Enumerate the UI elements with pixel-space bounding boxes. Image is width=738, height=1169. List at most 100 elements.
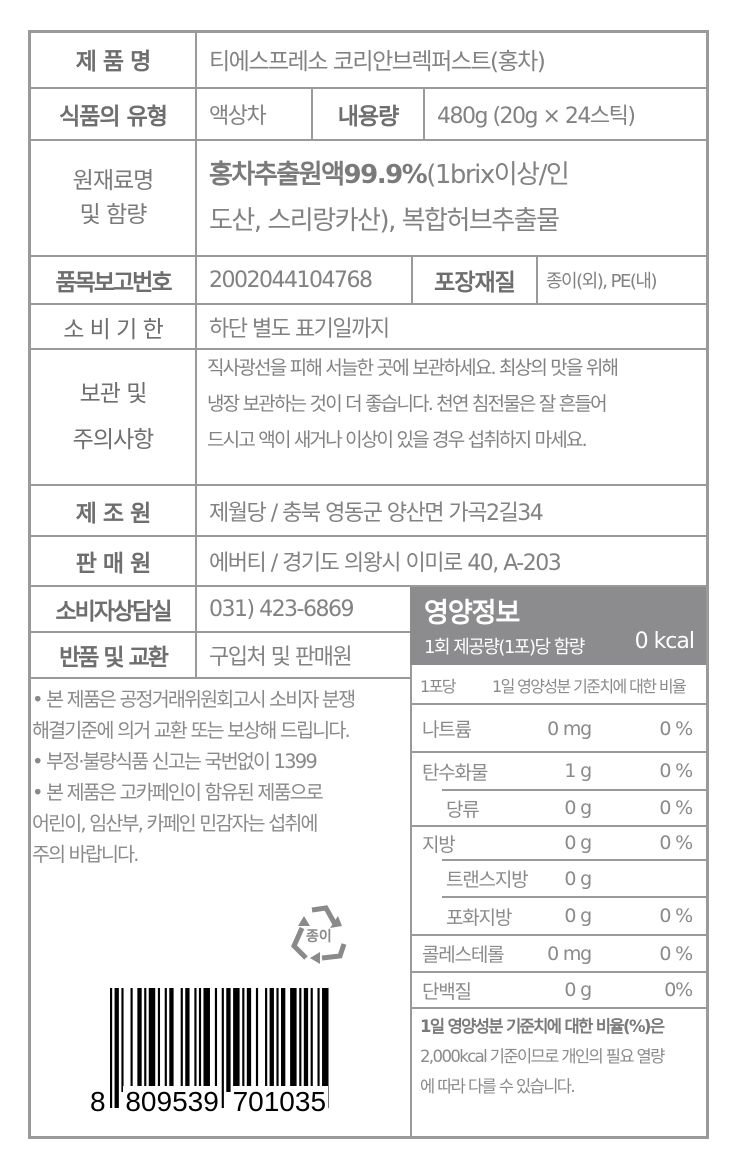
return-info: 구입처 및 판매원 — [209, 645, 353, 670]
barcode-bar — [114, 988, 119, 1108]
nutrient-dv: 0% — [664, 979, 693, 1001]
nutrition-column-header: 1포당 1일 영양성분 기준치에 대한 비율 — [412, 666, 706, 704]
report-number: 2002044104768 — [209, 267, 373, 293]
notice-line: • 본 제품은 고카페인이 함유된 제품으로 — [32, 781, 324, 804]
nutrition-kcal: 0 kcal — [634, 629, 695, 654]
barcode-bar — [221, 988, 224, 1108]
barcode-digit: 809539 — [123, 1086, 221, 1117]
barcode-bar — [137, 988, 142, 1092]
nutrient-amount: 0 g — [564, 867, 592, 890]
col-daily-value: 1일 영양성분 기준치에 대한 비율 — [492, 677, 687, 696]
nutrition-row: 지방 0 g 0 % — [412, 826, 706, 860]
barcode-bar — [322, 988, 329, 1108]
footnote-line: 2,000kcal 기준이므로 개인의 필요 열량 — [420, 1047, 665, 1066]
seller: 에버티 / 경기도 의왕시 이미로 40, A-203 — [209, 551, 562, 576]
expiry: 하단 별도 표기일까지 — [209, 316, 390, 342]
barcode-bar — [290, 988, 297, 1092]
nutrition-row: 단백질 0 g 0% — [412, 972, 706, 1008]
barcode-digits: 8 809539 701035 — [90, 1086, 329, 1118]
nutrition-footnote: 1일 영양성분 기준치에 대한 비율(%)은 2,000kcal 기준이므로 개… — [420, 1012, 705, 1102]
ingredients-main: 홍차추출원액99.9% — [209, 160, 428, 190]
nutrient-amount: 0 mg — [547, 717, 592, 740]
notice-line: • 본 제품은 공정거래위원회고시 소비자 분쟁 — [32, 688, 356, 711]
row-divider — [412, 971, 706, 973]
contact-phone: 031) 423-6869 — [209, 596, 355, 622]
nutrient-dv: 0 % — [659, 942, 693, 965]
row-divider — [442, 789, 706, 791]
nutrition-row: 탄수화물 1 g 0 % — [412, 752, 706, 790]
food-type: 액상차 — [209, 104, 267, 129]
storage-line: 냉장 보관하는 것이 더 좋습니다. 천연 침전물은 잘 흔들어 — [207, 393, 608, 415]
barcode-bar — [269, 988, 274, 1092]
ingredients-label: 원재료명 및 함량 — [31, 141, 195, 255]
barcode-bar — [198, 988, 202, 1092]
barcode-bar — [130, 988, 133, 1092]
barcode-bar — [144, 988, 147, 1092]
barcode-bar — [226, 988, 231, 1092]
nutrition-serving: 1회 제공량(1포)당 함량 — [424, 637, 585, 658]
storage-line: 드시고 액이 새거나 이상이 있을 경우 섭취하지 마세요. — [207, 429, 588, 451]
volume-label: 내용량 — [337, 104, 399, 130]
report-number-label: 품목보고번호 — [55, 270, 173, 296]
storage-label: 보관 및 주의사항 — [31, 350, 195, 484]
notice-text: • 본 제품은 공정거래위원회고시 소비자 분쟁 해결기준에 의거 교환 또는 … — [32, 684, 410, 870]
row-divider — [442, 859, 706, 861]
contact-label: 소비자상담실 — [55, 599, 173, 625]
manufacturer: 제월당 / 충북 영동군 양산면 가곡2길34 — [209, 500, 544, 526]
ingredients-line-1: 홍차추출원액99.9%(1brix이상/인 — [209, 152, 570, 198]
row-divider — [442, 896, 706, 898]
barcode-bar — [157, 988, 161, 1092]
nutrient-dv: 0 % — [659, 797, 693, 819]
barcode-digit: 8 — [90, 1086, 106, 1117]
barcode-bar — [110, 988, 113, 1108]
barcode-bar — [276, 988, 279, 1092]
nutrient-amount: 0 g — [564, 832, 592, 854]
nutrient-amount: 0 g — [564, 905, 592, 927]
manufacturer-label: 제 조 원 — [75, 500, 152, 527]
barcode-bar — [242, 988, 245, 1092]
row-divider — [412, 1007, 706, 1009]
ingredients-rest: (1brix이상/인 — [426, 160, 570, 190]
nutrition-row: 당류 0 g 0 % — [412, 790, 706, 826]
packaging: 종이(외), PE(내) — [546, 271, 658, 292]
storage-label-line: 보관 및 — [79, 381, 148, 407]
barcode-bar — [121, 988, 124, 1092]
notice-line: 주의 바랍니다. — [32, 843, 139, 866]
nutrition-header: 영양정보 1회 제공량(1포)당 함량 0 kcal — [410, 587, 706, 665]
barcode-bar — [255, 988, 259, 1092]
nutrient-amount: 0 g — [564, 797, 592, 819]
row-divider — [412, 703, 706, 705]
row-divider — [412, 751, 706, 753]
barcode-bar — [281, 988, 286, 1092]
nutrient-amount: 0 mg — [547, 942, 592, 965]
nutrient-dv: 0 % — [659, 760, 693, 782]
nutrient-name: 나트륨 — [422, 719, 472, 741]
barcode-bar — [310, 988, 313, 1092]
barcode-bar — [317, 988, 320, 1092]
nutrient-name: 단백질 — [422, 980, 472, 1003]
barcode-bar — [233, 988, 240, 1092]
barcode-bar — [185, 988, 190, 1092]
expiry-label: 소 비 기 한 — [63, 316, 164, 343]
ingredients-line-2: 도산, 스리랑카산), 복합허브추출물 — [209, 206, 560, 236]
nutrition-title: 영양정보 — [424, 598, 520, 629]
notice-line: • 부정·불량식품 신고는 국번없이 1399 — [32, 750, 318, 773]
nutrient-name: 트랜스지방 — [446, 869, 529, 891]
recycle-icon: 종이 — [286, 904, 354, 966]
row-divider — [412, 934, 706, 936]
barcode-bar — [303, 988, 309, 1092]
nutrient-name: 콜레스테롤 — [422, 944, 505, 966]
nutrition-row: 나트륨 0 mg 0 % — [412, 705, 706, 752]
ingredients: 홍차추출원액99.9%(1brix이상/인 도산, 스리랑카산), 복합허브추출… — [197, 141, 707, 255]
nutrient-name: 지방 — [422, 833, 456, 856]
barcode — [110, 988, 329, 1108]
row-divider — [412, 825, 706, 827]
storage: 직사광선을 피해 서늘한 곳에 보관하세요. 최상의 맛을 위해 냉장 보관하는… — [197, 350, 707, 484]
barcode-bar — [194, 988, 197, 1092]
footnote-line: 에 따라 다를 수 있습니다. — [420, 1077, 576, 1096]
nutrient-dv: 0 % — [659, 717, 693, 740]
nutrient-name: 탄수화물 — [422, 761, 488, 784]
label-border — [28, 30, 709, 1139]
recycle-label: 종이 — [306, 929, 332, 945]
barcode-bar — [169, 988, 174, 1092]
